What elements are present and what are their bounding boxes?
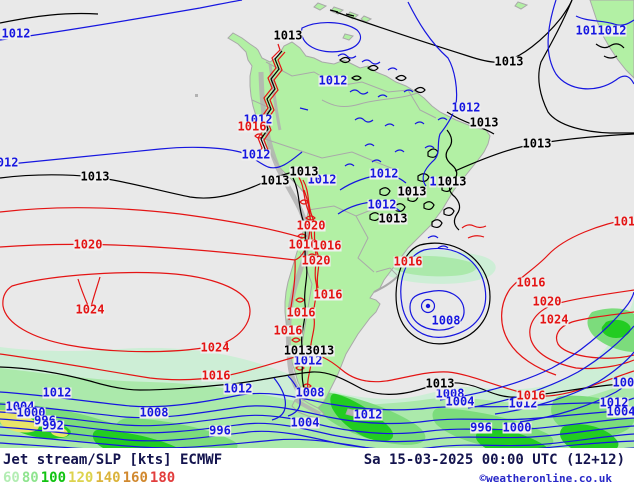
legend-bar: Jet stream/SLP [kts] ECMWF Sa 15-03-2025… <box>0 448 634 490</box>
weather-map <box>0 0 634 448</box>
africa-corner <box>589 0 634 79</box>
scale-value: 100 <box>40 470 67 486</box>
scale-value: 60 <box>3 470 20 486</box>
scale-value: 120 <box>68 470 94 486</box>
map-canvas <box>0 0 634 448</box>
scale-value: 180 <box>149 470 176 486</box>
scale-value: 160 <box>122 470 148 486</box>
map-title: Jet stream/SLP [kts] ECMWF <box>3 452 223 468</box>
copyright-link[interactable]: ©weatheronline.co.uk <box>479 472 612 485</box>
isobars-blue <box>0 0 634 448</box>
map-datetime: Sa 15-03-2025 00:00 UTC (12+12) <box>363 452 625 468</box>
wind-speed-scale: 60 80 100 120 140 160 180 <box>3 470 177 486</box>
galapagos <box>195 94 198 97</box>
scale-value: 80 <box>21 470 39 486</box>
scale-value: 140 <box>95 470 121 486</box>
